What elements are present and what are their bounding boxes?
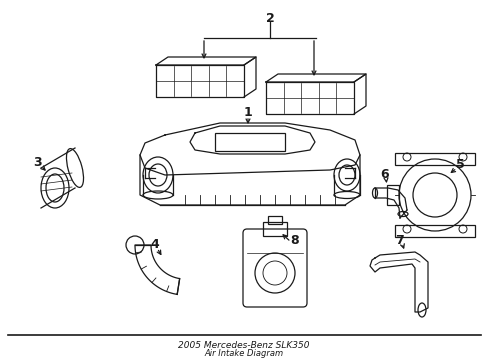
Bar	[394, 225, 474, 237]
Text: 2: 2	[265, 12, 274, 24]
Text: 7: 7	[395, 234, 404, 247]
Bar	[215, 133, 285, 151]
Text: Air Intake Diagram: Air Intake Diagram	[204, 350, 283, 359]
Bar	[267, 216, 282, 224]
Bar	[394, 153, 474, 165]
Bar	[263, 222, 286, 236]
Text: 1: 1	[243, 107, 252, 120]
Text: 6: 6	[380, 168, 388, 181]
Text: 4: 4	[150, 238, 159, 252]
Text: 8: 8	[290, 234, 299, 247]
Bar	[386, 185, 398, 205]
Text: 3: 3	[34, 157, 42, 170]
Text: 2005 Mercedes-Benz SLK350: 2005 Mercedes-Benz SLK350	[178, 341, 309, 350]
Text: 5: 5	[455, 158, 464, 171]
